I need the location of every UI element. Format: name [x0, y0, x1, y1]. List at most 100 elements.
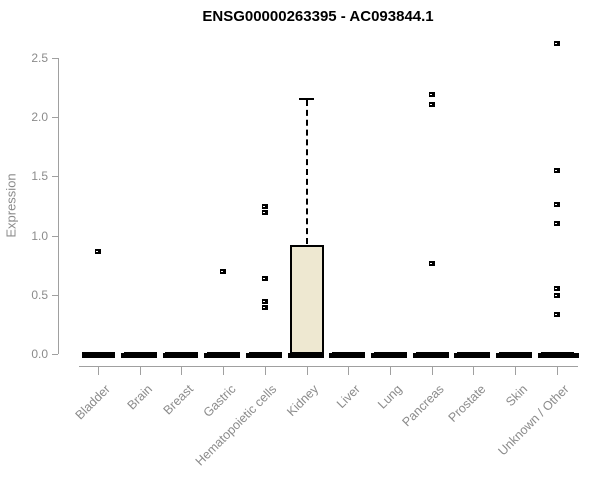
x-axis-tick: [389, 366, 391, 375]
y-tick-label: 0.5: [31, 287, 48, 302]
box-body: [289, 245, 324, 358]
x-axis-tick: [431, 366, 433, 375]
outlier-point: [428, 260, 435, 266]
y-axis-tick: [52, 117, 58, 119]
x-axis-line: [79, 366, 578, 367]
zero-line-dash: [371, 353, 377, 358]
median-bar: [165, 352, 199, 358]
x-tick-label-text: Gastric: [200, 382, 238, 420]
outlier-point-center: [554, 222, 557, 224]
median-bar: [373, 352, 407, 358]
outlier-point-center: [262, 306, 265, 308]
median-bar: [123, 352, 157, 358]
outlier-point: [261, 204, 268, 209]
y-axis-tick: [52, 294, 58, 296]
outlier-point: [553, 285, 560, 291]
x-tick-label-text: Kidney: [284, 382, 322, 419]
median-bar: [540, 352, 574, 358]
outlier-point: [553, 168, 560, 174]
zero-line-dash: [496, 353, 502, 358]
outlier-point-center: [554, 313, 557, 315]
median-bar: [82, 352, 115, 358]
outlier-point-center: [262, 211, 265, 213]
zero-line-dash: [204, 353, 210, 358]
x-axis-tick: [515, 366, 516, 375]
x-tick-label-text: Hematopoietic cells: [193, 382, 280, 469]
outlier-point-center: [554, 42, 557, 44]
zero-line-dash: [454, 353, 460, 358]
outlier-point: [553, 292, 560, 298]
outlier-point: [261, 304, 268, 310]
y-axis-tick: [52, 176, 58, 178]
outlier-point: [95, 248, 101, 254]
outlier-point-center: [96, 250, 98, 252]
zero-line-dash: [412, 353, 418, 358]
y-axis-tick: [52, 58, 58, 59]
outlier-point-center: [429, 262, 432, 264]
x-axis-tick: [181, 366, 183, 375]
median-bar: [499, 352, 532, 358]
outlier-point-center: [429, 93, 432, 95]
y-tick-label: 2.0: [31, 110, 48, 125]
median-bar: [415, 352, 449, 358]
zero-line-dash: [120, 353, 126, 358]
x-tick-label-text: Pancreas: [399, 382, 447, 430]
zero-line-dash: [245, 353, 251, 358]
y-tick-label: 2.5: [31, 51, 48, 65]
x-tick-label-text: Liver: [334, 382, 364, 412]
zero-line-dash: [162, 353, 168, 358]
whisker-cap: [298, 98, 314, 101]
chart-title: ENSG00000263395 - AC093844.1: [202, 8, 434, 25]
zero-line-dash: [574, 353, 579, 358]
outlier-point-center: [262, 300, 265, 302]
x-axis-tick: [223, 366, 225, 375]
x-tick-label-text: Prostate: [445, 382, 489, 425]
y-axis-tick: [52, 354, 58, 355]
outlier-point: [553, 311, 560, 317]
x-axis-tick: [139, 366, 141, 375]
x-tick-label-text: Unknown / Other: [495, 382, 572, 459]
outlier-point-center: [554, 294, 557, 296]
median-bar: [207, 352, 241, 358]
outlier-point-center: [554, 287, 557, 289]
median-bar: [290, 352, 324, 358]
y-tick-label: 0.0: [31, 347, 48, 361]
median-bar: [248, 352, 282, 358]
outlier-point: [261, 298, 268, 304]
x-tick-label-text: Skin: [502, 382, 530, 410]
y-tick-label: 1.0: [31, 228, 48, 243]
outlier-point: [428, 91, 435, 97]
outlier-point: [428, 102, 435, 108]
x-axis-tick: [306, 366, 308, 375]
outlier-point: [553, 201, 560, 207]
zero-line-dash: [287, 353, 293, 358]
outlier-point-center: [554, 203, 557, 205]
median-bar: [457, 352, 491, 358]
zero-line-dash: [537, 353, 543, 358]
y-axis-line: [58, 58, 59, 354]
x-tick-label-text: Brain: [124, 382, 155, 413]
x-tick-label-text: Bladder: [72, 382, 113, 423]
x-axis-tick: [264, 366, 266, 375]
y-tick-label: 1.5: [31, 169, 48, 184]
zero-line-dash: [329, 353, 335, 358]
outlier-point: [553, 220, 560, 226]
outlier-point-center: [429, 104, 432, 106]
outlier-point-center: [262, 278, 265, 280]
x-axis-tick: [556, 366, 558, 375]
outlier-point-center: [262, 206, 265, 207]
outlier-point-center: [221, 271, 224, 273]
outlier-point: [220, 269, 227, 275]
outlier-point-center: [554, 170, 557, 172]
outlier-point: [261, 276, 268, 282]
x-tick-label-text: Lung: [375, 382, 405, 412]
outlier-point: [261, 209, 268, 215]
whisker-line: [305, 100, 308, 245]
x-tick-label-text: Breast: [160, 382, 197, 418]
x-axis-tick: [473, 366, 475, 375]
outlier-point: [553, 40, 560, 46]
y-axis-tick: [52, 235, 58, 237]
x-axis-tick: [98, 366, 99, 375]
